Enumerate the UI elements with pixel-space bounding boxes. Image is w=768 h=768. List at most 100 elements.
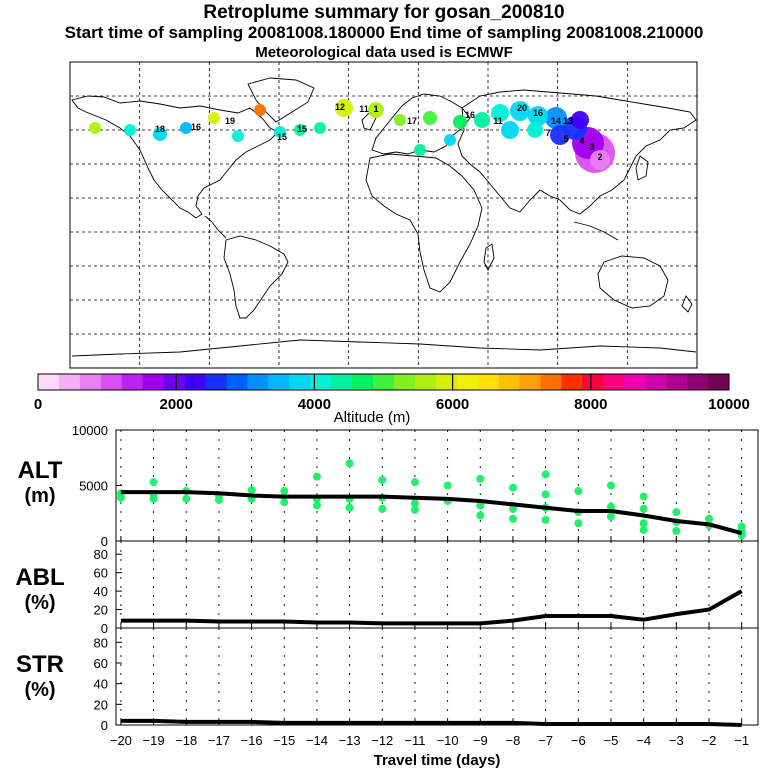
scatter-point xyxy=(247,485,256,494)
colorbar-swatch xyxy=(247,374,269,390)
panel-str: 0 20 40 60 80 STR(%) xyxy=(16,627,759,733)
scatter-point xyxy=(508,483,517,492)
coast-europe xyxy=(371,93,471,155)
x-tick-label: −2 xyxy=(702,733,717,748)
plume-marker xyxy=(501,121,519,139)
panel-frame xyxy=(115,429,759,542)
sampling-time-line: Start time of sampling 20081008.180000 E… xyxy=(64,23,704,42)
colorbar-swatch xyxy=(121,374,144,390)
scatter-point xyxy=(672,527,681,536)
scatter-point xyxy=(606,502,615,511)
met-data-line: Meteorological data used is ECMWF xyxy=(255,44,513,61)
scatter-point xyxy=(508,504,517,513)
plume-marker xyxy=(294,124,306,136)
plume-label: 16 xyxy=(191,122,201,132)
plume-marker xyxy=(153,127,167,141)
x-tick-label: −3 xyxy=(669,733,684,748)
scatter-point xyxy=(541,490,550,499)
colorbar-swatch xyxy=(58,374,81,390)
plume-marker xyxy=(335,99,353,117)
y-tick-label: 0 xyxy=(101,621,108,636)
colorbar-tick-label: 4000 xyxy=(298,396,331,413)
scatter-point xyxy=(214,495,223,504)
y-tick-label: 80 xyxy=(94,635,108,650)
scatter-point xyxy=(574,487,583,496)
scatter-point xyxy=(280,487,289,496)
colorbar-tick-label: 2000 xyxy=(160,396,193,413)
scatter-point xyxy=(149,494,158,503)
x-tick-label: −11 xyxy=(404,733,425,748)
plume-marker xyxy=(528,106,548,126)
colorbar-frame xyxy=(37,373,730,391)
plume-marker xyxy=(545,107,567,129)
series-line xyxy=(120,490,743,536)
colorbar-swatch xyxy=(142,374,165,390)
coast-central-america xyxy=(204,215,227,239)
plume-label: 17 xyxy=(407,116,417,126)
x-tick-label: −12 xyxy=(371,733,393,748)
plume-label: 7 xyxy=(545,128,550,138)
plume-marker xyxy=(423,111,437,125)
coast-madagascar xyxy=(483,243,495,272)
panel-label: ALT xyxy=(18,457,63,484)
coast-asia xyxy=(457,89,697,215)
x-tick-label: −16 xyxy=(241,733,263,748)
scatter-point xyxy=(378,504,387,513)
colorbar-swatch xyxy=(100,374,123,390)
y-tick-label: 10000 xyxy=(72,423,108,438)
panel-unit: (m) xyxy=(24,485,55,507)
colorbar-swatch xyxy=(184,374,207,390)
scatter-point xyxy=(410,499,419,508)
colorbar-swatch xyxy=(645,374,667,390)
x-tick-label: −14 xyxy=(306,733,328,748)
x-tick-label: −13 xyxy=(339,733,361,748)
coast-australia xyxy=(597,255,669,309)
colorbar-swatch xyxy=(582,374,604,390)
x-tick-label: −8 xyxy=(506,733,521,748)
colorbar-tick-labels: 0 2000 4000 6000 8000 10000 xyxy=(34,374,750,413)
colorbar-swatch xyxy=(205,374,227,390)
plume-label: 18 xyxy=(155,124,165,134)
colorbar-swatch xyxy=(666,374,688,390)
plume-label: 11 xyxy=(359,104,369,114)
panel-alt: 0 5000 10000 ALT(m) xyxy=(18,423,759,549)
plume-marker xyxy=(368,102,384,118)
colorbar-swatch xyxy=(708,374,730,390)
panel-abl: 0 20 40 60 80 ABL(%) xyxy=(15,540,759,636)
colorbar-swatch xyxy=(519,374,542,390)
scatter-point xyxy=(476,511,485,520)
scatter-point xyxy=(606,481,615,490)
scatter-point xyxy=(149,478,158,487)
x-tick-label: −7 xyxy=(538,733,553,748)
colorbar-swatch xyxy=(393,374,416,390)
colorbar-swatch xyxy=(163,374,186,390)
plume-label: 16 xyxy=(533,108,543,118)
scatter-point xyxy=(280,498,289,507)
x-tick-label: −9 xyxy=(473,733,488,748)
y-tick-label: 40 xyxy=(94,677,108,692)
panel-unit: (%) xyxy=(24,679,55,701)
plume-label: 14 xyxy=(551,116,561,126)
scatter-point xyxy=(410,505,419,514)
scatter-point xyxy=(116,493,125,502)
coast-new-zealand xyxy=(681,295,693,313)
plume-marker xyxy=(314,122,326,134)
colorbar-swatch xyxy=(561,374,583,390)
plume-marker xyxy=(527,122,543,138)
altitude-colorbar xyxy=(37,373,730,391)
colorbar-swatch xyxy=(268,374,290,390)
plume-marker xyxy=(89,122,101,134)
scatter-point xyxy=(312,501,321,510)
colorbar-swatch xyxy=(226,374,248,390)
plume-marker xyxy=(491,104,509,122)
plume-marker xyxy=(180,122,192,134)
colorbar-swatch xyxy=(498,374,521,390)
scatter-point xyxy=(639,519,648,528)
plume-marker xyxy=(232,130,244,142)
plume-label: 15 xyxy=(297,124,307,134)
plume-marker xyxy=(394,114,406,126)
colorbar-swatch xyxy=(477,374,500,390)
plume-marker xyxy=(571,111,589,129)
